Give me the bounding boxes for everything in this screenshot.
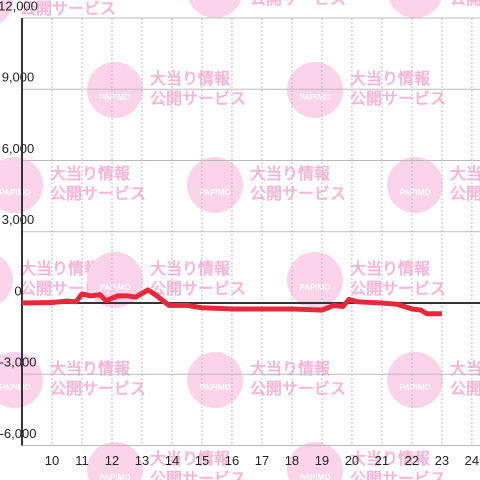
x-tick-label: 15 bbox=[195, 453, 209, 468]
watermark-text: 大当り情報 bbox=[250, 164, 331, 183]
watermark-logo bbox=[187, 352, 243, 408]
y-tick-label: 6,000 bbox=[2, 141, 35, 156]
x-tick-label: 19 bbox=[315, 453, 329, 468]
watermark-logo bbox=[287, 442, 343, 480]
x-tick-label: 21 bbox=[375, 453, 389, 468]
x-tick-label: 13 bbox=[135, 453, 149, 468]
watermark-text: 公開サービス bbox=[20, 0, 116, 18]
watermark-text: 公開サービス bbox=[250, 380, 346, 398]
watermark-text: 公開サービス bbox=[150, 470, 246, 480]
y-tick-label: 0 bbox=[14, 283, 21, 298]
watermark-logo-text: PAPIMO bbox=[200, 383, 231, 392]
watermark-logo-text: PAPIMO bbox=[0, 383, 30, 392]
watermark-logo bbox=[187, 157, 243, 213]
y-tick-label: 3,000 bbox=[2, 212, 35, 227]
watermark-logo-text: PAPIMO bbox=[400, 0, 431, 2]
watermark-logo-text: PAPIMO bbox=[0, 188, 30, 197]
watermark-logo bbox=[287, 62, 343, 118]
x-tick-label: 20 bbox=[345, 453, 359, 468]
x-tick-label: 24 bbox=[465, 453, 479, 468]
watermark-text: 大当り情報 bbox=[450, 359, 480, 378]
watermark-text: 大当り情報 bbox=[250, 359, 331, 378]
watermark-text: 公開サービス bbox=[50, 185, 146, 203]
watermark-text: 公開サービス bbox=[350, 90, 446, 108]
watermark-text: 公開サービス bbox=[450, 380, 480, 398]
y-tick-label: -3,000 bbox=[0, 355, 36, 370]
watermark-text: 公開サービス bbox=[150, 90, 246, 108]
watermark-logo bbox=[87, 442, 143, 480]
grid: -6,000 -3,000 0 3,000 6,000 9,000 12,000 10 11 12… bbox=[0, 0, 480, 468]
watermark-text: 公開サービス bbox=[250, 0, 346, 8]
watermark-text: 大当り情報 bbox=[50, 359, 131, 378]
watermark-text: 大当り情報 bbox=[350, 449, 431, 468]
watermark-text: 大当り情報 bbox=[150, 69, 231, 88]
watermark-logo-text: PAPIMO bbox=[200, 188, 231, 197]
watermark-text: 大当り情報 bbox=[20, 259, 101, 278]
watermark-logo-text: PAPIMO bbox=[300, 473, 331, 480]
x-tick-label: 16 bbox=[225, 453, 239, 468]
watermark-logo bbox=[387, 352, 443, 408]
watermark-logo bbox=[387, 157, 443, 213]
x-tick-label: 17 bbox=[255, 453, 269, 468]
watermark-logo-text: PAPIMO bbox=[400, 188, 431, 197]
watermark-logo-text: PAPIMO bbox=[100, 473, 131, 480]
plot bbox=[21, 287, 442, 317]
watermark-logo-text: PAPIMO bbox=[300, 93, 331, 102]
watermark-text: 公開サービス bbox=[450, 185, 480, 203]
watermark-logo-text: PAPIMO bbox=[100, 283, 131, 292]
x-tick-label: 23 bbox=[435, 453, 449, 468]
x-tick-label: 14 bbox=[165, 453, 179, 468]
x-tick-label: 22 bbox=[405, 453, 419, 468]
watermark-text: 公開サービス bbox=[250, 185, 346, 203]
y-tick-label: 9,000 bbox=[2, 70, 35, 85]
watermark-text: 大当り情報 bbox=[50, 164, 131, 183]
x-tick-label: 18 bbox=[285, 453, 299, 468]
x-tick-label: 11 bbox=[75, 453, 89, 468]
watermark-text: 大当り情報 bbox=[150, 259, 231, 278]
watermark-logo bbox=[0, 256, 13, 304]
watermark-logo-text: PAPIMO bbox=[200, 0, 231, 2]
watermark-logo-text: PAPIMO bbox=[100, 93, 131, 102]
watermark-text: 公開サービス bbox=[150, 280, 246, 298]
watermark-logo bbox=[87, 62, 143, 118]
watermark-logo bbox=[0, 0, 13, 24]
watermark-text: 公開サービス bbox=[350, 280, 446, 298]
watermark-logo bbox=[388, 0, 442, 18]
watermark-text: 大当り情報 bbox=[450, 164, 480, 183]
y-tick-label: -6,000 bbox=[0, 426, 36, 441]
watermark-text: 公開サービス bbox=[50, 380, 146, 398]
watermark-text: 公開サービス bbox=[350, 470, 446, 480]
x-tick-label: 10 bbox=[45, 453, 59, 468]
watermark-text: 大当り情報 bbox=[350, 259, 431, 278]
y-tick-label: 12,000 bbox=[0, 0, 38, 13]
x-tick-label: 12 bbox=[105, 453, 119, 468]
watermark-text: 大当り情報 bbox=[150, 449, 231, 468]
watermark-logo bbox=[287, 252, 343, 308]
watermark-logo-text: PAPIMO bbox=[300, 283, 331, 292]
watermark-text: 公開サービス bbox=[450, 0, 480, 8]
watermark-logo-text: PAPIMO bbox=[400, 383, 431, 392]
watermark-text: 大当り情報 bbox=[350, 69, 431, 88]
data-line bbox=[21, 287, 442, 317]
watermark-logo bbox=[188, 0, 242, 18]
